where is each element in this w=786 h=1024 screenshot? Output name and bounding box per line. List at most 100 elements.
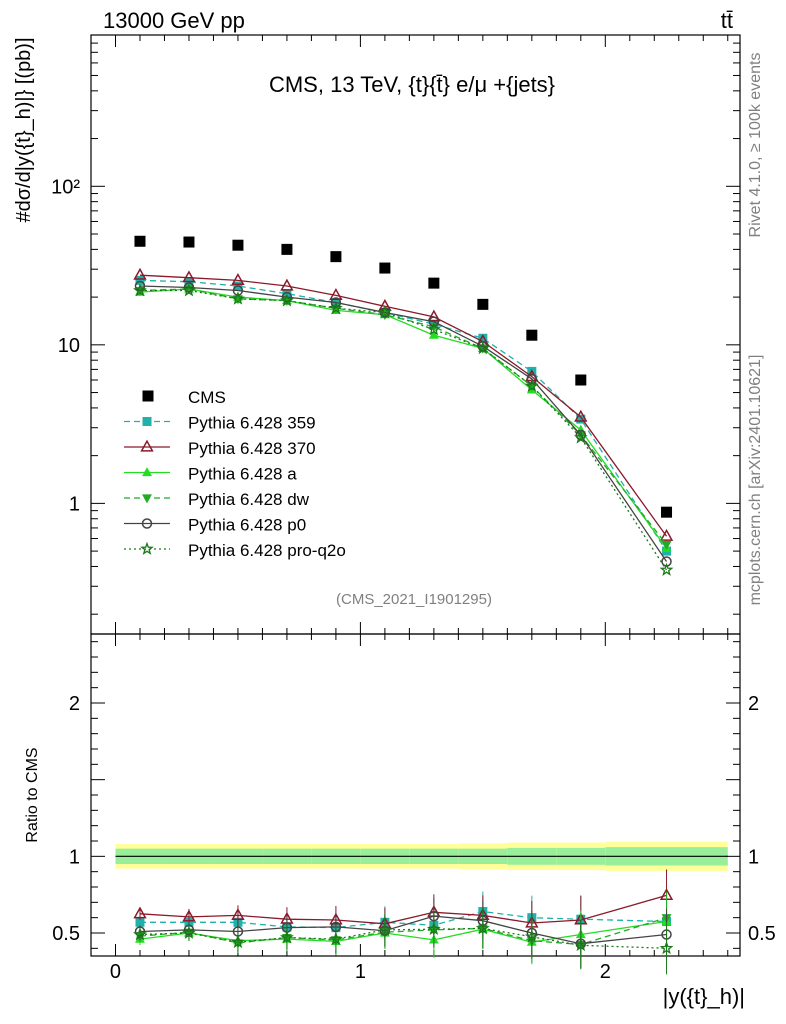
energy-label: 13000 GeV pp <box>103 8 245 33</box>
y-axis-title-bottom: Ratio to CMS <box>24 747 41 842</box>
process-label: tt̄ <box>721 8 733 33</box>
marker-star-open <box>140 541 154 555</box>
marker-star-open <box>133 927 147 941</box>
marker-triangle-open <box>133 906 147 919</box>
analysis-id: (CMS_2021_I1901295) <box>336 591 492 608</box>
marker-star-open <box>182 283 196 297</box>
marker-square <box>142 417 152 426</box>
marker-star-open <box>329 931 343 946</box>
x-tick-label: 0 <box>110 961 121 983</box>
marker-square <box>661 506 673 518</box>
rivet-version-label: Rivet 4.1.0, ≥ 100k events <box>747 53 764 238</box>
series-ratio-panel <box>133 869 674 975</box>
legend: CMS Pythia 6.428 359 Pythia 6.428 370 Pythi… <box>124 388 346 560</box>
marker-square <box>142 390 154 402</box>
y-tick-label-top: 10 <box>58 335 80 357</box>
series-5-ratio <box>133 908 674 975</box>
marker-star-open <box>133 283 147 297</box>
marker-square <box>428 277 440 289</box>
marker-star-open <box>426 921 441 936</box>
y-tick-label-bottom-right: 1 <box>748 846 759 868</box>
marker-circle-open <box>183 282 195 293</box>
legend-label: Pythia 6.428 359 <box>188 414 316 433</box>
marker-triangle-down <box>661 540 672 550</box>
marker-star-open <box>573 430 588 444</box>
marker-star-open <box>378 305 392 319</box>
marker-star-open <box>231 291 245 305</box>
y-tick-label-top: 1 <box>69 493 80 515</box>
y-axis-title-top: #dσ/d|y({t}_h)|} [(pb)] <box>13 37 35 222</box>
marker-triangle <box>428 329 439 339</box>
axis-tick-labels: 0 1 2 1 10 10² 0.5 0.5 1 1 2 2 <box>51 176 776 983</box>
legend-label: Pythia 6.428 370 <box>188 439 316 458</box>
marker-circle-open <box>428 316 440 327</box>
mcplots-source-label: mcplots.cern.ch [arXiv:2401.10621] <box>747 355 764 606</box>
marker-triangle-open <box>231 907 245 920</box>
y-tick-label-bottom-right: 2 <box>748 693 759 715</box>
marker-star-open <box>280 293 294 307</box>
marker-star-open <box>573 938 588 952</box>
axis-ticks <box>90 34 740 956</box>
legend-item-series-0: Pythia 6.428 359 <box>124 414 316 433</box>
marker-star-open <box>524 929 539 943</box>
marker-triangle-open <box>182 270 196 283</box>
series-line <box>139 279 668 552</box>
marker-star-open <box>659 562 674 576</box>
marker-star-open <box>426 322 441 336</box>
marker-star-open <box>329 300 343 315</box>
marker-square <box>135 917 145 927</box>
marker-triangle-open <box>574 409 588 422</box>
legend-item-series-4: Pythia 6.428 p0 <box>124 516 306 535</box>
y-tick-label-bottom-right: 0.5 <box>748 923 776 945</box>
marker-triangle-open <box>659 528 674 541</box>
marker-triangle-open <box>133 267 147 280</box>
legend-item-cms: CMS <box>142 388 226 407</box>
marker-square <box>135 275 145 285</box>
marker-triangle-open <box>182 909 196 922</box>
marker-triangle-open <box>140 439 154 452</box>
marker-star-open <box>475 341 490 355</box>
legend-label: Pythia 6.428 dw <box>188 490 310 509</box>
series-line <box>140 289 668 571</box>
marker-circle-open <box>134 280 146 292</box>
marker-square <box>576 414 586 424</box>
marker-square <box>330 251 342 263</box>
marker-square <box>478 333 488 343</box>
marker-star-open <box>280 930 294 944</box>
marker-star-open <box>378 922 392 936</box>
marker-square <box>575 374 587 386</box>
y-tick-label-bottom: 2 <box>69 693 80 715</box>
legend-item-series-2: Pythia 6.428 a <box>124 465 297 484</box>
series-main-panel <box>133 235 674 576</box>
x-tick-label: 2 <box>600 961 611 983</box>
marker-circle-open <box>141 518 153 529</box>
legend-item-series-5: Pythia 6.428 pro-q2o <box>124 541 346 560</box>
marker-triangle-down <box>142 494 152 504</box>
series-cms-data <box>134 235 673 518</box>
x-axis-title: |y({t}_h)| <box>663 984 745 1009</box>
marker-square <box>232 239 244 251</box>
marker-square <box>526 329 538 341</box>
marker-star-open <box>475 921 490 935</box>
series-1-ratio <box>133 869 674 946</box>
marker-square <box>183 236 195 248</box>
chart-title: CMS, 13 TeV, {t}{t̄} e/μ +{jets} <box>269 72 555 97</box>
ratio-line <box>139 917 667 946</box>
legend-label: Pythia 6.428 p0 <box>188 516 306 535</box>
marker-circle-open <box>281 291 293 303</box>
marker-square <box>477 298 489 310</box>
y-tick-label-top: 10² <box>51 176 80 198</box>
marker-triangle-open <box>329 288 343 300</box>
marker-circle-open <box>526 373 538 385</box>
marker-square <box>379 262 391 274</box>
marker-star-open <box>182 925 196 939</box>
marker-square <box>281 243 293 255</box>
legend-item-series-3: Pythia 6.428 dw <box>124 490 310 509</box>
legend-label: CMS <box>188 388 226 407</box>
marker-triangle <box>142 467 152 477</box>
marker-star-open <box>231 934 245 949</box>
bottom-panel-frame <box>90 633 741 957</box>
legend-label: Pythia 6.428 a <box>188 465 297 484</box>
marker-circle-open <box>330 297 342 308</box>
